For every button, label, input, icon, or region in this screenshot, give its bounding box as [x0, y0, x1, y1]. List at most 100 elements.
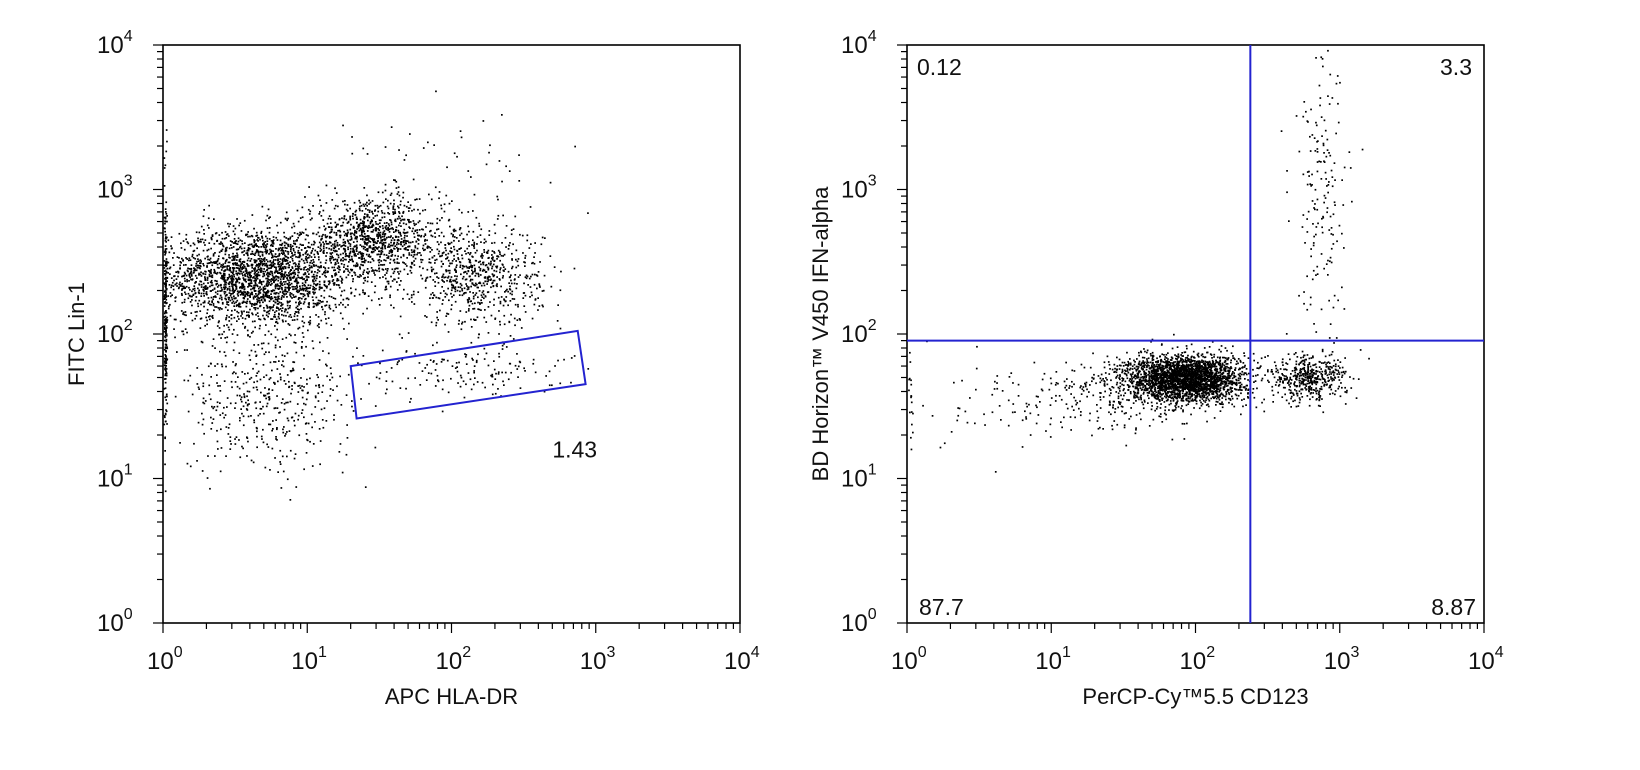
data-point	[237, 237, 240, 240]
data-point	[322, 241, 324, 244]
data-point	[441, 252, 444, 254]
data-point	[451, 365, 454, 367]
data-point	[231, 255, 234, 258]
data-point	[317, 400, 320, 402]
data-point	[276, 298, 279, 301]
data-point	[295, 290, 298, 293]
data-point	[241, 267, 244, 269]
data-point	[225, 318, 227, 321]
data-point	[254, 271, 256, 274]
data-point	[461, 267, 464, 270]
data-point	[443, 203, 446, 206]
data-point	[484, 264, 487, 267]
data-point	[445, 258, 447, 260]
data-point	[245, 269, 248, 272]
data-point	[506, 288, 508, 291]
data-point	[323, 243, 325, 245]
data-point	[470, 278, 472, 281]
data-point	[165, 291, 167, 294]
data-point	[293, 419, 295, 422]
data-point	[191, 304, 193, 307]
data-point	[468, 304, 471, 307]
data-point	[229, 448, 232, 450]
data-point	[317, 269, 319, 271]
data-point	[302, 288, 305, 291]
data-point	[515, 249, 518, 252]
data-point	[474, 377, 476, 379]
data-point	[467, 309, 470, 312]
data-point	[287, 237, 290, 240]
data-point	[344, 241, 346, 243]
data-point	[380, 210, 383, 212]
data-point	[183, 264, 185, 266]
data-point	[280, 283, 282, 286]
data-point	[240, 230, 243, 232]
data-point	[384, 226, 387, 229]
data-point	[370, 230, 373, 233]
data-point	[362, 220, 364, 223]
data-point	[352, 217, 354, 220]
data-point	[366, 244, 368, 246]
data-point	[182, 275, 184, 277]
data-point	[403, 232, 406, 235]
data-point	[186, 269, 189, 272]
data-point	[313, 289, 316, 291]
data-point	[221, 275, 223, 277]
data-point	[293, 296, 295, 298]
data-point	[288, 306, 291, 309]
data-point	[249, 359, 252, 361]
data-point	[188, 275, 191, 277]
data-point	[337, 254, 340, 257]
data-point	[208, 262, 210, 264]
data-point	[480, 284, 483, 287]
data-point	[336, 223, 338, 226]
data-point	[363, 261, 366, 264]
data-point	[245, 381, 248, 384]
data-point	[251, 303, 254, 305]
data-point	[279, 278, 282, 280]
data-point	[238, 260, 241, 262]
data-point	[317, 246, 320, 248]
data-point	[430, 321, 433, 324]
data-point	[228, 265, 230, 267]
data-point	[329, 388, 332, 390]
data-point	[313, 293, 315, 295]
data-point	[417, 234, 419, 237]
data-point	[166, 359, 168, 361]
data-point	[436, 248, 439, 251]
data-point	[393, 179, 395, 181]
data-point	[165, 287, 167, 289]
data-point	[221, 231, 223, 234]
data-point	[215, 306, 218, 308]
data-point	[275, 355, 277, 358]
data-point	[222, 244, 224, 247]
data-point	[349, 228, 352, 231]
data-point	[382, 231, 385, 234]
data-point	[248, 314, 250, 317]
data-point	[219, 307, 222, 309]
data-point	[366, 271, 368, 274]
data-point	[496, 283, 498, 285]
data-point	[249, 282, 252, 285]
data-point	[264, 248, 267, 250]
data-point	[249, 274, 251, 276]
data-point	[408, 220, 410, 223]
data-point	[266, 264, 269, 267]
data-point	[226, 277, 229, 279]
data-point	[266, 240, 269, 242]
data-point	[164, 222, 166, 225]
data-point	[282, 360, 284, 363]
data-point	[287, 266, 290, 269]
data-point	[440, 207, 443, 210]
data-point	[510, 274, 512, 277]
data-point	[247, 235, 249, 238]
data-point	[248, 300, 251, 303]
data-point	[289, 236, 292, 239]
data-point	[242, 297, 245, 299]
data-point	[347, 255, 349, 257]
data-point	[431, 256, 434, 259]
data-point	[187, 267, 189, 270]
data-point	[191, 290, 193, 293]
data-point	[267, 296, 270, 299]
data-point	[437, 319, 439, 321]
